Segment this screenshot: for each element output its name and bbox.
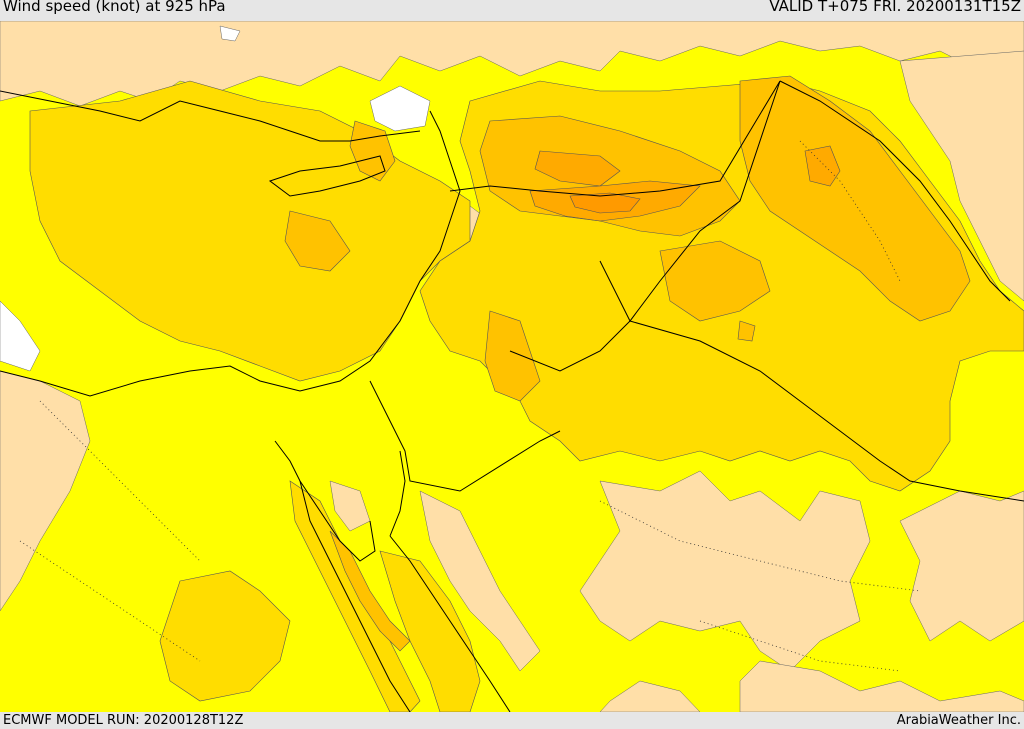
no-data-west [0,300,41,372]
credit: ArabiaWeather Inc. [896,713,1021,728]
coastline-turkey [0,90,421,142]
red-sea-east [389,535,511,712]
dotted-sudan [19,540,201,662]
suez-gulf [274,440,376,562]
very-strong-area-1 [569,192,641,214]
fresh-area-med-central [284,210,351,272]
moderate-area-sudan [159,570,291,702]
fresh-area-jordan-2 [737,320,756,342]
red-sea-west [299,480,411,712]
border-egypt [369,380,561,492]
fresh-area-red-sea [329,530,411,652]
cyprus-outline [268,155,386,197]
dotted-egypt [39,400,201,562]
valid-time: VALID T+075 FRI. 20200131T15Z [769,0,1021,15]
calm-area-south [739,660,1024,712]
fresh-area-jordan [484,310,541,402]
no-data-sea-2 [369,85,431,132]
model-run: ECMWF MODEL RUN: 20200128T12Z [3,713,244,728]
map-title: Wind speed (knot) at 925 hPa [3,0,226,15]
header-band: Wind speed (knot) at 925 hPa VALID T+075… [0,0,1024,21]
calm-area-mid-south [599,680,701,712]
map-panel [0,21,1024,712]
moderate-area-west-red-sea [379,550,481,712]
no-data-sea-3 [219,25,241,42]
border-iran [779,80,1011,302]
fresh-area-iraq [739,75,971,322]
strong-area-iraq-north [804,145,841,187]
very-strong-areas [569,192,641,214]
borders [0,80,1024,712]
border-jordan [509,320,631,372]
wind-speed-map [0,21,1024,712]
calm-area-iran [899,50,1024,302]
dotted-iraq [799,140,901,282]
calm-area-sinai [329,480,371,532]
aqaba-gulf [389,450,406,537]
calm-area-saudi-east [899,490,1024,642]
border-turkey-syria [449,80,781,197]
calm-areas [0,21,1024,712]
calm-area-hijaz [419,490,541,672]
border-syria-iraq [599,80,781,322]
footer-band: ECMWF MODEL RUN: 20200128T12Z ArabiaWeat… [0,712,1024,729]
fresh-area-west-iraq [659,240,771,322]
calm-area-saudi-central [579,470,871,672]
border-iraq-saudi [629,320,1024,502]
coastline-med [0,110,461,397]
dotted-boundaries [19,140,921,672]
calm-area-egypt-west [0,370,91,612]
